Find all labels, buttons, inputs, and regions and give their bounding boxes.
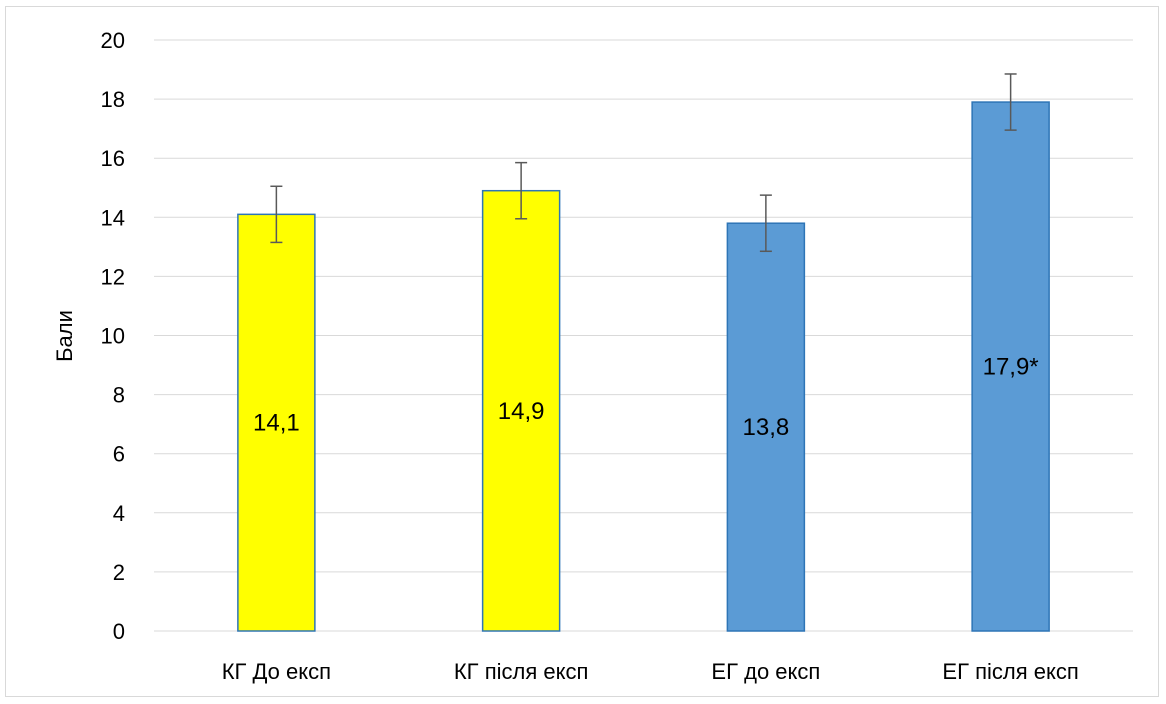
- data-label: 13,8: [743, 414, 790, 441]
- data-label: 14,1: [253, 410, 300, 437]
- bar: [726, 222, 806, 632]
- x-axis-ticks: КГ До експ КГ після експ ЕГ до експ ЕГ післ…: [222, 659, 1079, 684]
- y-tick-label: 16: [101, 146, 125, 171]
- error-bar: [759, 194, 772, 253]
- error-bar: [515, 161, 528, 220]
- x-tick-label: ЕГ після експ: [942, 659, 1078, 684]
- y-tick-label: 18: [101, 87, 125, 112]
- bars: [237, 101, 1050, 632]
- error-bar: [1004, 73, 1017, 131]
- y-tick-label: 20: [101, 28, 125, 53]
- data-labels: 14,1 14,9 13,8 17,9*: [253, 354, 1039, 442]
- error-bars: [270, 73, 1017, 253]
- y-tick-label: 0: [113, 619, 125, 644]
- y-axis-ticks: 0 2 4 6 8 10 12 14 16 18 20: [101, 28, 125, 644]
- y-tick-label: 10: [101, 324, 125, 349]
- y-tick-label: 4: [113, 501, 125, 526]
- data-label: 14,9: [498, 398, 545, 425]
- y-tick-label: 14: [101, 205, 125, 230]
- x-tick-label: КГ До експ: [222, 659, 331, 684]
- x-tick-label: КГ після експ: [454, 659, 589, 684]
- y-tick-label: 12: [101, 264, 125, 289]
- bar: [971, 101, 1050, 632]
- chart-frame: 0 2 4 6 8 10 12 14 16 18 20 14,1 14,9 13,8 17,9* КГ Д…: [5, 6, 1159, 697]
- data-label: 17,9*: [983, 354, 1039, 381]
- y-tick-label: 2: [113, 560, 125, 585]
- x-tick-label: ЕГ до експ: [711, 659, 820, 684]
- y-tick-label: 6: [113, 442, 125, 467]
- bar: [237, 213, 316, 632]
- error-bar: [270, 185, 283, 244]
- y-axis-label: Бали: [52, 310, 77, 362]
- bar-chart: 0 2 4 6 8 10 12 14 16 18 20 14,1 14,9 13,8 17,9* КГ Д…: [52, 28, 1133, 684]
- y-tick-label: 8: [113, 383, 125, 408]
- gridlines: [154, 39, 1133, 632]
- bar: [481, 189, 561, 632]
